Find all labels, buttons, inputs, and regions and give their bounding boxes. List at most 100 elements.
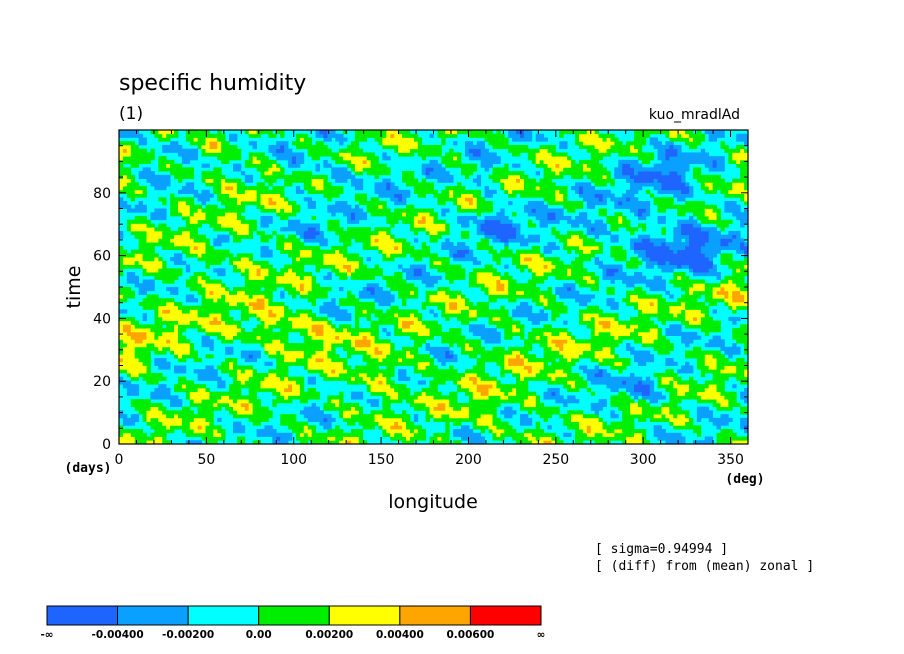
heatmap-cell bbox=[158, 346, 163, 351]
heatmap-cell bbox=[535, 335, 541, 340]
heatmap-cell bbox=[193, 272, 199, 277]
heatmap-cell bbox=[716, 294, 721, 299]
heatmap-cell bbox=[559, 343, 564, 348]
heatmap-cell bbox=[433, 406, 438, 411]
heatmap-cell bbox=[181, 387, 187, 393]
heatmap-cell bbox=[134, 402, 140, 408]
heatmap-cell bbox=[492, 309, 497, 314]
heatmap-cell bbox=[343, 313, 348, 318]
heatmap-cell bbox=[500, 287, 505, 292]
heatmap-cell bbox=[744, 406, 748, 411]
heatmap-cell bbox=[256, 298, 261, 303]
heatmap-cell bbox=[610, 320, 615, 325]
heatmap-cell bbox=[645, 305, 651, 310]
heatmap-cell bbox=[280, 290, 285, 295]
heatmap-cell bbox=[523, 421, 529, 426]
heatmap-cell bbox=[126, 335, 132, 340]
heatmap-cell bbox=[323, 354, 328, 359]
heatmap-cell bbox=[409, 429, 415, 434]
heatmap-cell bbox=[720, 395, 725, 400]
heatmap-cell bbox=[492, 406, 497, 411]
heatmap-cell bbox=[276, 432, 281, 437]
heatmap-cell bbox=[716, 380, 721, 385]
heatmap-cell bbox=[327, 313, 332, 318]
heatmap-cell bbox=[445, 440, 450, 444]
heatmap-cell bbox=[531, 313, 537, 318]
heatmap-cell bbox=[696, 294, 702, 299]
heatmap-cell bbox=[150, 339, 155, 344]
heatmap-cell bbox=[472, 369, 478, 374]
heatmap-cell bbox=[264, 417, 269, 422]
heatmap-cell bbox=[704, 365, 710, 370]
heatmap-cell bbox=[736, 350, 741, 355]
heatmap-cell bbox=[433, 328, 438, 333]
heatmap-cell bbox=[445, 275, 450, 280]
heatmap-cell bbox=[335, 376, 340, 381]
heatmap-cell bbox=[464, 380, 470, 385]
heatmap-cell bbox=[130, 316, 136, 322]
heatmap-cell bbox=[586, 369, 592, 374]
heatmap-cell bbox=[578, 365, 584, 370]
heatmap-cell bbox=[586, 417, 592, 422]
heatmap-cell bbox=[484, 372, 489, 378]
heatmap-cell bbox=[657, 414, 662, 419]
heatmap-cell bbox=[626, 414, 631, 419]
heatmap-cell bbox=[555, 387, 560, 393]
heatmap-cell bbox=[134, 354, 140, 359]
heatmap-cell bbox=[327, 365, 332, 370]
heatmap-cell bbox=[386, 372, 391, 378]
heatmap-cell bbox=[166, 414, 171, 419]
heatmap-cell bbox=[641, 316, 647, 322]
heatmap-cell bbox=[343, 272, 348, 277]
heatmap-cell bbox=[496, 335, 501, 340]
heatmap-cell bbox=[347, 406, 352, 411]
heatmap-cell bbox=[575, 376, 580, 381]
heatmap-cell bbox=[339, 369, 344, 374]
heatmap-cell bbox=[248, 331, 254, 336]
heatmap-cell bbox=[276, 320, 281, 325]
heatmap-cell bbox=[610, 287, 615, 292]
heatmap-cell bbox=[146, 376, 151, 381]
heatmap-cell bbox=[464, 406, 470, 411]
heatmap-cell bbox=[669, 395, 674, 400]
heatmap-cell bbox=[350, 376, 356, 381]
heatmap-cell bbox=[476, 376, 482, 381]
heatmap-cell bbox=[437, 406, 442, 411]
heatmap-cell bbox=[177, 343, 183, 348]
heatmap-cell bbox=[256, 410, 261, 415]
heatmap-cell bbox=[299, 354, 305, 359]
heatmap-cell bbox=[177, 399, 183, 404]
heatmap-cell bbox=[476, 410, 482, 415]
heatmap-cell bbox=[225, 391, 230, 396]
heatmap-cell bbox=[555, 354, 560, 359]
heatmap-cell bbox=[288, 272, 293, 277]
heatmap-cell bbox=[268, 272, 273, 277]
heatmap-cell bbox=[472, 272, 478, 277]
heatmap-cell bbox=[421, 275, 427, 280]
heatmap-cell bbox=[354, 272, 360, 277]
heatmap-cell bbox=[582, 421, 588, 426]
heatmap-cell bbox=[441, 287, 446, 292]
heatmap-cell bbox=[276, 376, 281, 381]
heatmap-cell bbox=[685, 331, 690, 336]
heatmap-cell bbox=[618, 425, 623, 430]
heatmap-cell bbox=[291, 417, 297, 422]
heatmap-cell bbox=[323, 432, 328, 437]
heatmap-cell bbox=[527, 372, 533, 378]
heatmap-cell bbox=[244, 384, 250, 389]
heatmap-cell bbox=[716, 324, 721, 329]
heatmap-cell bbox=[712, 384, 717, 389]
heatmap-cell bbox=[614, 365, 619, 370]
heatmap-cell bbox=[319, 436, 324, 441]
heatmap-cell bbox=[217, 391, 222, 396]
heatmap-cell bbox=[413, 402, 419, 408]
heatmap-cell bbox=[201, 279, 206, 284]
heatmap-cell bbox=[724, 376, 729, 381]
heatmap-cell bbox=[260, 417, 265, 422]
heatmap-cell bbox=[339, 376, 344, 381]
heatmap-cell bbox=[347, 294, 352, 299]
heatmap-cell bbox=[476, 395, 482, 400]
heatmap-cell bbox=[512, 283, 517, 288]
heatmap-cell bbox=[653, 283, 658, 288]
heatmap-cell bbox=[252, 275, 257, 280]
